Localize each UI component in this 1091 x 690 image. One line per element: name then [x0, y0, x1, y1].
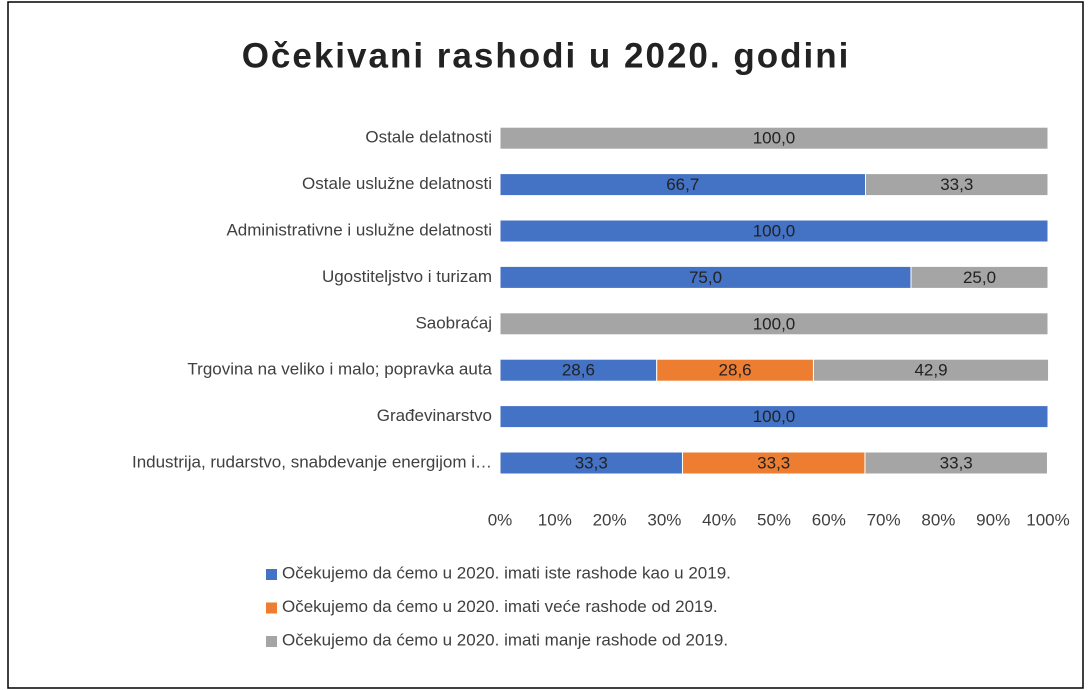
bar-segment [499, 219, 1049, 243]
x-tick-label: 70% [867, 510, 901, 529]
data-label: 100,0 [753, 314, 796, 333]
legend-label: Očekujemo da ćemo u 2020. imati manje ra… [282, 630, 728, 649]
category-label: Administrativne i uslužne delatnosti [226, 220, 492, 239]
bar-segment [864, 451, 1048, 475]
category-label: Ugostiteljstvo i turizam [322, 267, 492, 286]
category-label: Građevinarstvo [377, 406, 492, 425]
chart-border [7, 1, 1084, 689]
x-tick-label: 10% [538, 510, 572, 529]
x-tick-label: 40% [702, 510, 736, 529]
bar-segment [865, 173, 1049, 197]
x-tick-label: 30% [647, 510, 681, 529]
category-label: Ostale uslužne delatnosti [302, 174, 492, 193]
legend-swatch [266, 602, 277, 614]
x-tick-label: 60% [812, 510, 846, 529]
data-label: 66,7 [666, 175, 699, 194]
x-tick-label: 0% [488, 510, 513, 529]
x-tick-label: 50% [757, 510, 791, 529]
data-label: 75,0 [689, 268, 722, 287]
data-label: 100,0 [753, 407, 796, 426]
x-tick-label: 80% [921, 510, 955, 529]
category-label: Saobraćaj [415, 313, 492, 332]
bar-segment [812, 358, 1050, 382]
data-label: 33,3 [940, 453, 973, 472]
data-label: 100,0 [753, 221, 796, 240]
x-tick-label: 100% [1026, 510, 1069, 529]
legend-label: Očekujemo da ćemo u 2020. imati iste ras… [282, 563, 731, 582]
x-tick-label: 20% [593, 510, 627, 529]
category-label: Industrija, rudarstvo, snabdevanje energ… [132, 452, 492, 471]
x-tick-label: 90% [976, 510, 1010, 529]
chart-title: Očekivani rashodi u 2020. godini [242, 36, 851, 75]
legend-label: Očekujemo da ćemo u 2020. imati veće ras… [282, 597, 718, 616]
data-label: 33,3 [940, 175, 973, 194]
bar-segment [499, 405, 1049, 429]
data-label: 33,3 [575, 453, 608, 472]
category-label: Ostale delatnosti [365, 128, 492, 147]
bar-segment [499, 126, 1049, 150]
data-label: 33,3 [757, 453, 790, 472]
data-label: 28,6 [562, 361, 595, 380]
category-label: Trgovina na veliko i malo; popravka auta [187, 360, 492, 379]
data-label: 25,0 [963, 268, 996, 287]
bar-segment [910, 265, 1049, 289]
legend-swatch [266, 636, 277, 647]
data-label: 28,6 [719, 361, 752, 380]
bar-segment [499, 312, 1049, 336]
legend-swatch [266, 569, 277, 580]
data-label: 42,9 [914, 361, 947, 380]
data-label: 100,0 [753, 129, 796, 148]
